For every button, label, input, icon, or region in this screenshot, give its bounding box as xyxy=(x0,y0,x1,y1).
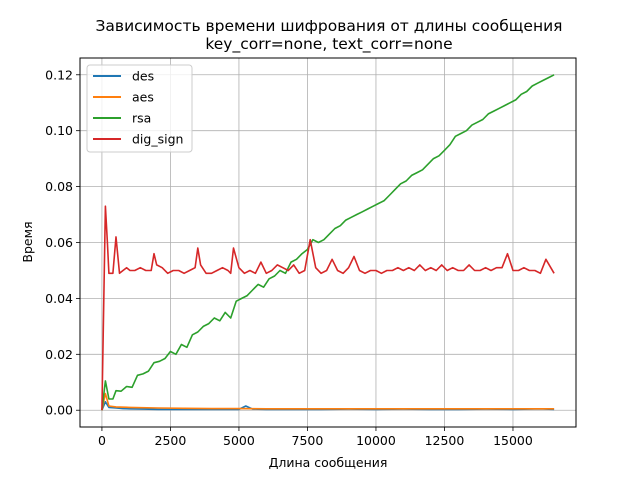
y-tick-label: 0.10 xyxy=(45,123,73,138)
x-tick-label: 2500 xyxy=(155,433,187,448)
x-tick-label: 15000 xyxy=(493,433,533,448)
x-tick-label: 7500 xyxy=(292,433,324,448)
legend: des aes rsa dig_sign xyxy=(86,64,193,153)
y-tick-label: 0.04 xyxy=(45,291,73,306)
y-axis-ticks: 0.00 0.02 0.04 0.06 0.08 0.10 0.12 xyxy=(45,67,80,418)
chart-subtitle: key_corr=none, text_corr=none xyxy=(205,35,452,54)
legend-label-aes: aes xyxy=(132,90,154,105)
y-tick-label: 0.06 xyxy=(45,235,73,250)
y-tick-label: 0.02 xyxy=(45,347,73,362)
legend-label-dig-sign: dig_sign xyxy=(132,132,183,147)
y-tick-label: 0.00 xyxy=(45,403,73,418)
series-layer xyxy=(101,74,555,411)
y-axis-label: Время xyxy=(20,221,35,262)
legend-label-rsa: rsa xyxy=(132,111,151,126)
series-line-rsa xyxy=(101,74,555,411)
legend-box xyxy=(86,64,193,153)
x-tick-label: 0 xyxy=(98,433,106,448)
y-tick-label: 0.12 xyxy=(45,67,73,82)
x-axis-ticks: 0 2500 5000 7500 10000 12500 15000 xyxy=(98,427,533,448)
x-tick-label: 10000 xyxy=(356,433,396,448)
series-line-dig-sign xyxy=(101,205,555,411)
chart-title: Зависимость времени шифрования от длины … xyxy=(96,17,563,35)
x-tick-label: 12500 xyxy=(425,433,465,448)
series-line-aes xyxy=(101,392,555,411)
x-tick-label: 5000 xyxy=(223,433,255,448)
y-tick-label: 0.08 xyxy=(45,179,73,194)
grid-lines xyxy=(80,58,576,427)
x-axis-label: Длина сообщения xyxy=(269,455,388,470)
legend-label-des: des xyxy=(132,69,154,84)
